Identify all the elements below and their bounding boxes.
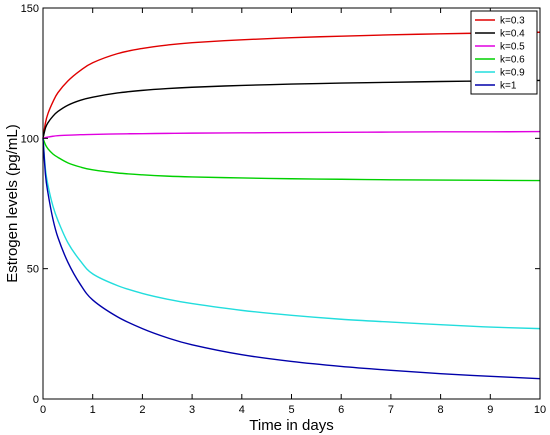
- y-tick-label-0: 0: [33, 394, 39, 406]
- y-tick-label-3: 150: [21, 3, 39, 15]
- x-tick-label-10: 10: [534, 404, 546, 416]
- x-tick-label-8: 8: [438, 404, 444, 416]
- legend-label-5: k=1: [500, 81, 517, 92]
- legend: k=0.3 k=0.4 k=0.5 k=0.6 k=0.9 k=1: [470, 10, 538, 95]
- x-axis-label: Time in days: [249, 417, 333, 434]
- plot-frame: [42, 7, 541, 400]
- y-axis-label: Estrogen levels (pg/mL): [4, 124, 21, 282]
- x-tick-label-0: 0: [40, 404, 46, 416]
- series-line-3: [42, 138, 541, 182]
- x-tick-label-1: 1: [90, 404, 96, 416]
- legend-box: [470, 10, 538, 95]
- legend-label-3: k=0.6: [500, 55, 525, 66]
- series-line-0: [42, 31, 541, 139]
- x-tick-label-5: 5: [288, 404, 294, 416]
- x-tick-label-4: 4: [239, 404, 245, 416]
- y-tick-label-1: 50: [27, 264, 39, 276]
- y-tick-label-2: 100: [21, 133, 39, 145]
- series-line-4: [42, 138, 541, 330]
- x-tick-label-6: 6: [338, 404, 344, 416]
- legend-label-4: k=0.9: [500, 68, 525, 79]
- series-line-5: [42, 138, 541, 380]
- series-layer: [42, 31, 541, 380]
- legend-label-1: k=0.4: [500, 29, 525, 40]
- x-tick-label-9: 9: [487, 404, 493, 416]
- x-tick-label-3: 3: [189, 404, 195, 416]
- legend-label-0: k=0.3: [500, 16, 525, 27]
- series-line-1: [42, 79, 541, 139]
- x-tick-label-2: 2: [139, 404, 145, 416]
- x-tick-label-7: 7: [388, 404, 394, 416]
- series-line-2: [42, 130, 541, 139]
- legend-label-2: k=0.5: [500, 42, 525, 53]
